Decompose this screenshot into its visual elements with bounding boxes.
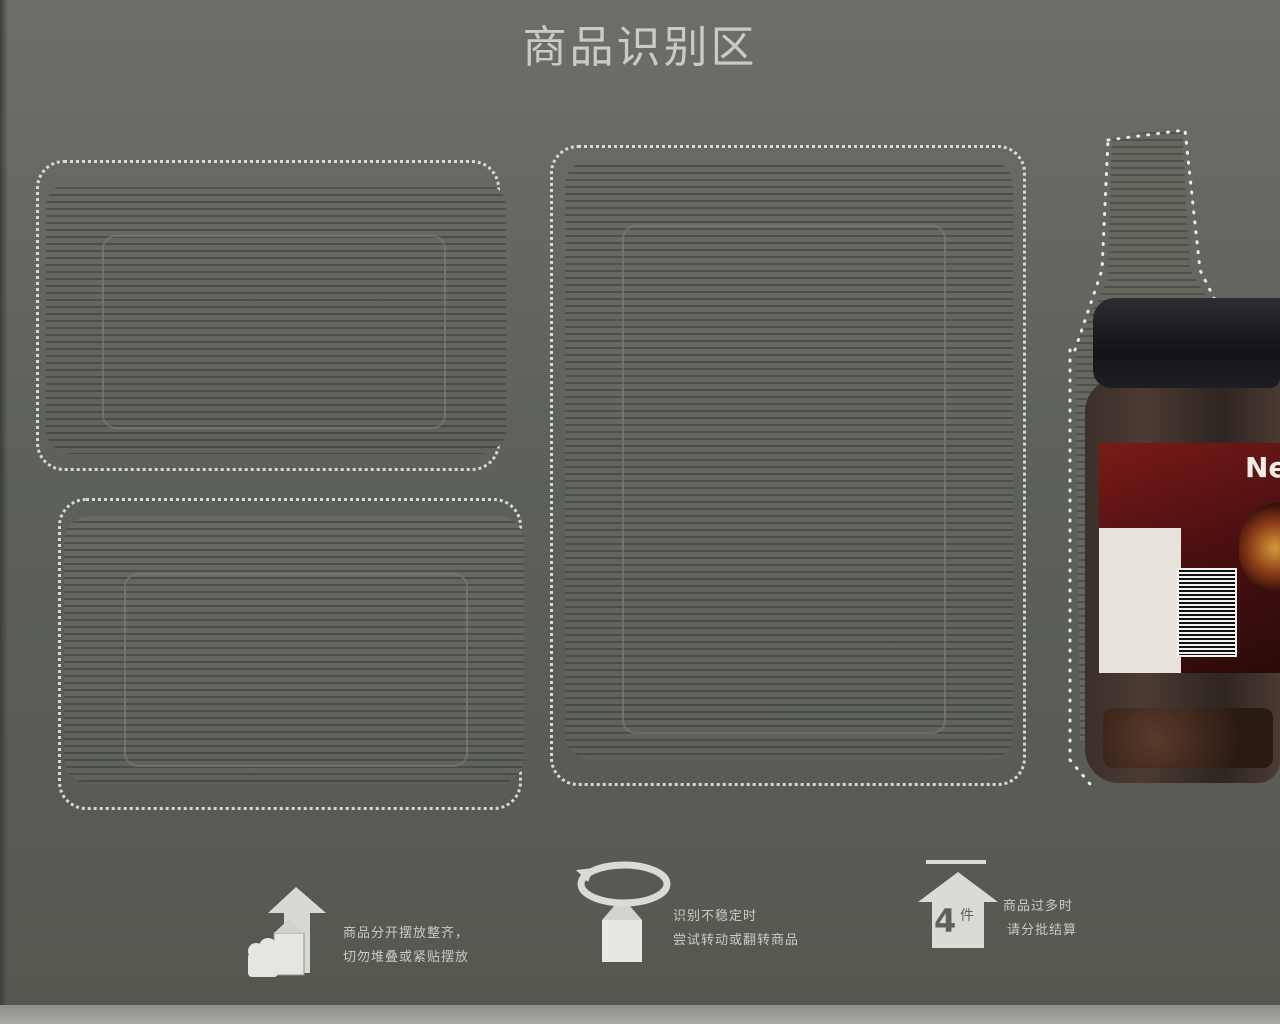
instruction-1-line2: 切勿堆叠或紧贴摆放 bbox=[343, 950, 470, 965]
instruction-2-line1: 识别不稳定时 bbox=[673, 909, 758, 924]
instruction-3-text: 商品过多时 请分批结算 bbox=[1003, 895, 1077, 943]
badge-number: 4 bbox=[934, 902, 957, 940]
barcode-icon bbox=[1177, 568, 1237, 657]
instruction-3-line2: 请分批结算 bbox=[1007, 923, 1078, 938]
zone-bottom-left-pad bbox=[64, 516, 524, 784]
zone-center-inner bbox=[622, 225, 946, 734]
jar-cap bbox=[1093, 298, 1280, 388]
zone-center-pad bbox=[565, 160, 1013, 760]
rotate-item-icon bbox=[576, 861, 671, 962]
badge-unit: 件 bbox=[960, 908, 974, 924]
instruction-3-line1: 商品过多时 bbox=[1003, 899, 1074, 914]
jar-label: Ne bbox=[1099, 443, 1280, 673]
zone-center-outline bbox=[550, 145, 1026, 786]
zone-title: 商品识别区 bbox=[522, 22, 758, 73]
panel-bottom-rim bbox=[0, 1005, 1280, 1024]
instruction-1-line1: 商品分开摆放整齐， bbox=[343, 926, 470, 941]
brand-text: Ne bbox=[1245, 451, 1280, 484]
panel-left-shadow bbox=[0, 0, 8, 1024]
product-coffee-jar: Ne bbox=[1085, 298, 1280, 788]
zone-top-left-pad bbox=[46, 182, 506, 454]
zone-bottom-left-inner bbox=[124, 573, 468, 767]
instruction-1-text: 商品分开摆放整齐， 切勿堆叠或紧贴摆放 bbox=[343, 922, 469, 970]
stack-arrow-up-icon bbox=[248, 887, 326, 977]
coffee-grounds bbox=[1103, 708, 1273, 768]
label-info-panel bbox=[1099, 528, 1181, 673]
coffee-cup-image bbox=[1239, 503, 1280, 593]
four-items-limit-icon bbox=[918, 860, 998, 948]
instruction-2-line2: 尝试转动或翻转商品 bbox=[673, 933, 800, 948]
instruction-2-text: 识别不稳定时 尝试转动或翻转商品 bbox=[673, 905, 799, 953]
zone-top-left-inner bbox=[102, 235, 446, 429]
